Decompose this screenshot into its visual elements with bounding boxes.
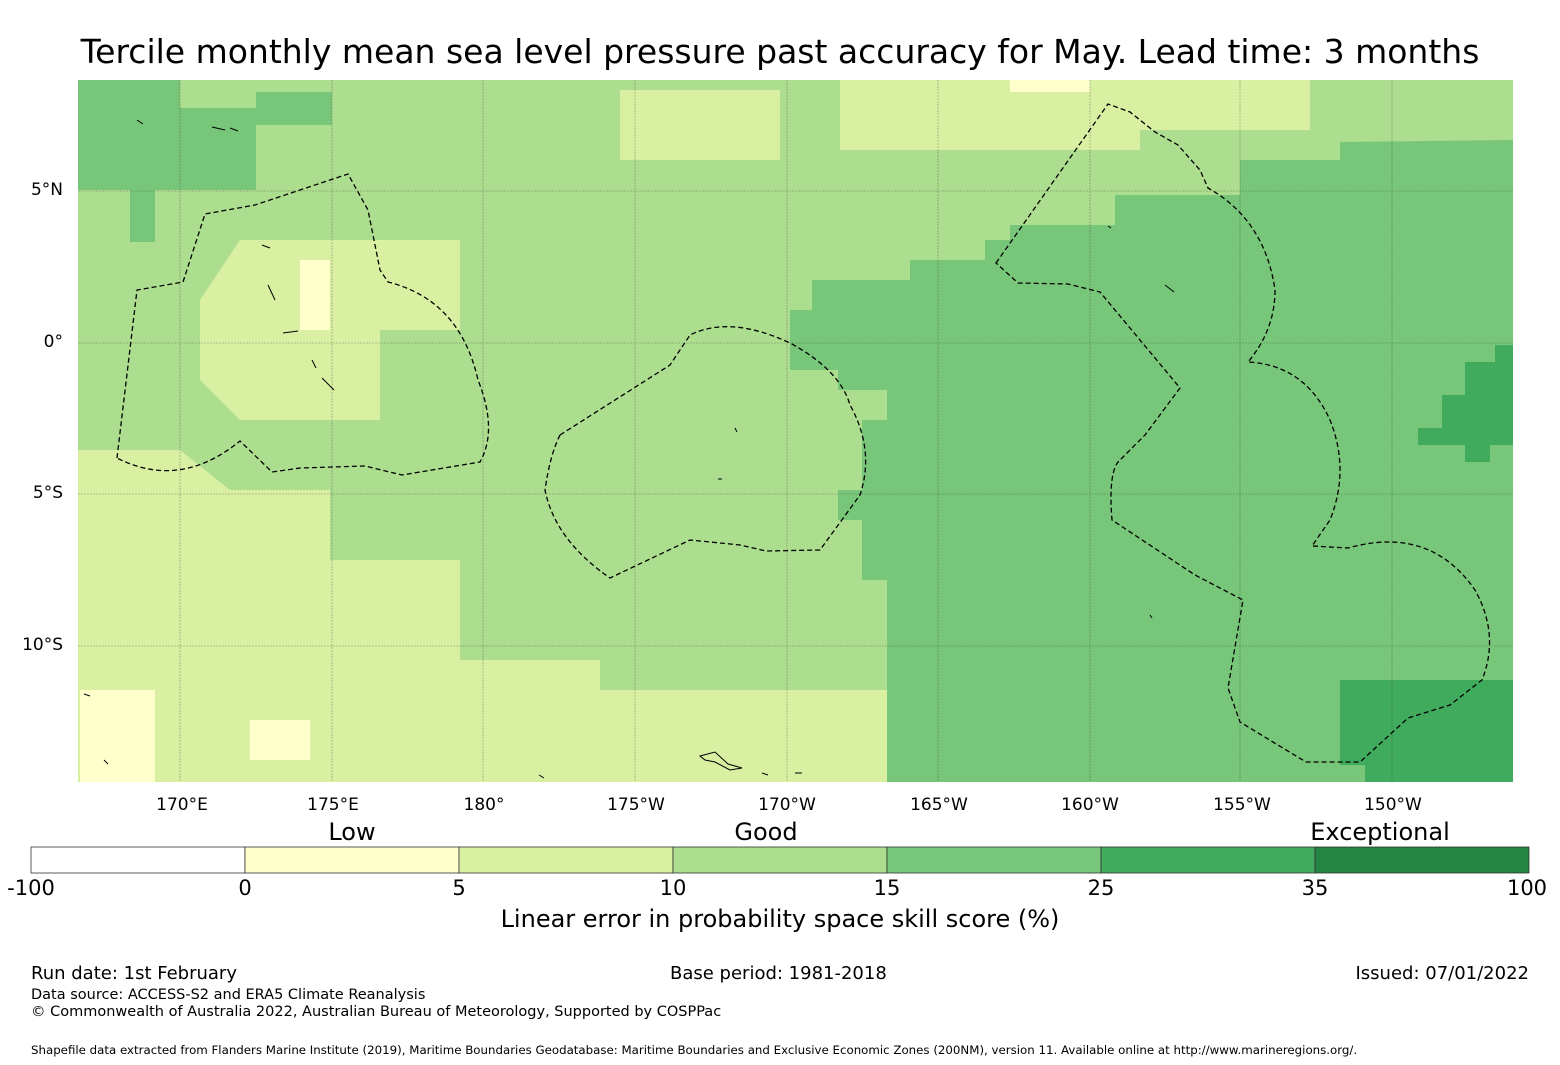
colorbar-tick: 5 xyxy=(452,876,466,900)
lat-label-5n: 5°N xyxy=(30,180,63,200)
colorbar-tick: 35 xyxy=(1301,876,1329,900)
shapefile-credit: Shapefile data extracted from Flanders M… xyxy=(31,1043,1358,1057)
colorbar-segment-0-5 xyxy=(244,846,460,874)
colorbar-tick: -100 xyxy=(7,876,55,900)
lon-label-170e: 170°E xyxy=(156,795,208,815)
lon-label-170w: 170°W xyxy=(758,795,816,815)
eez-kiribati-gilbert xyxy=(116,173,490,476)
lon-label-175w: 175°W xyxy=(607,795,665,815)
colorbar-segment-neg100-0 xyxy=(30,846,246,874)
lon-label-180: 180° xyxy=(463,795,505,815)
copyright: © Commonwealth of Australia 2022, Austra… xyxy=(31,1004,722,1020)
colorbar-category-exceptional: Exceptional xyxy=(1310,818,1450,846)
eez-boundaries xyxy=(116,103,1491,763)
skill-region-15-25-east xyxy=(790,140,1513,782)
colorbar-segment-10-15 xyxy=(672,846,888,874)
data-source: Data source: ACCESS-S2 and ERA5 Climate … xyxy=(31,987,426,1003)
colorbar-segment-35-100 xyxy=(1314,846,1530,874)
colorbar-tick: 10 xyxy=(659,876,687,900)
lon-label-175e: 175°E xyxy=(307,795,359,815)
lon-label-155w: 155°W xyxy=(1213,795,1271,815)
skill-region-25-35 xyxy=(1340,345,1513,782)
colorbar-tick: 25 xyxy=(1087,876,1115,900)
lon-label-150w: 150°W xyxy=(1364,795,1422,815)
lat-label-5s: 5°S xyxy=(32,483,63,503)
lon-label-160w: 160°W xyxy=(1061,795,1119,815)
graticule xyxy=(78,80,1513,782)
colorbar-segment-15-25 xyxy=(886,846,1102,874)
skill-score-map[interactable] xyxy=(78,80,1513,782)
lat-label-0: 0° xyxy=(43,332,63,352)
eez-phoenix xyxy=(544,326,867,579)
colorbar-tick: 0 xyxy=(238,876,252,900)
base-period: Base period: 1981-2018 xyxy=(670,963,887,984)
colorbar-tick: 15 xyxy=(873,876,901,900)
lat-label-10s: 10°S xyxy=(22,635,63,655)
eez-line-islands xyxy=(995,103,1491,763)
issued-date: Issued: 07/01/2022 xyxy=(1355,963,1529,984)
colorbar-segment-5-10 xyxy=(458,846,674,874)
skill-region-5-10-patches xyxy=(200,80,1310,420)
lon-label-165w: 165°W xyxy=(910,795,968,815)
colorbar xyxy=(30,846,1530,874)
colorbar-category-good: Good xyxy=(734,818,798,846)
map-title: Tercile monthly mean sea level pressure … xyxy=(80,32,1480,71)
colorbar-tick: 100 xyxy=(1506,876,1548,900)
coastlines xyxy=(83,119,1175,779)
skill-region-15-25-west xyxy=(78,80,332,242)
colorbar-title: Linear error in probability space skill … xyxy=(500,905,1060,933)
run-date: Run date: 1st February xyxy=(31,963,237,984)
colorbar-category-low: Low xyxy=(328,818,376,846)
colorbar-segment-25-35 xyxy=(1100,846,1316,874)
